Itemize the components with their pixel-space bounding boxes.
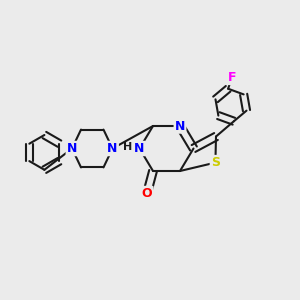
Text: N: N (134, 142, 145, 155)
Text: N: N (175, 119, 185, 133)
Text: S: S (211, 156, 220, 169)
Text: N: N (107, 142, 118, 155)
Text: F: F (227, 71, 236, 84)
Text: O: O (142, 187, 152, 200)
Text: H: H (124, 142, 133, 152)
Text: N: N (67, 142, 77, 155)
